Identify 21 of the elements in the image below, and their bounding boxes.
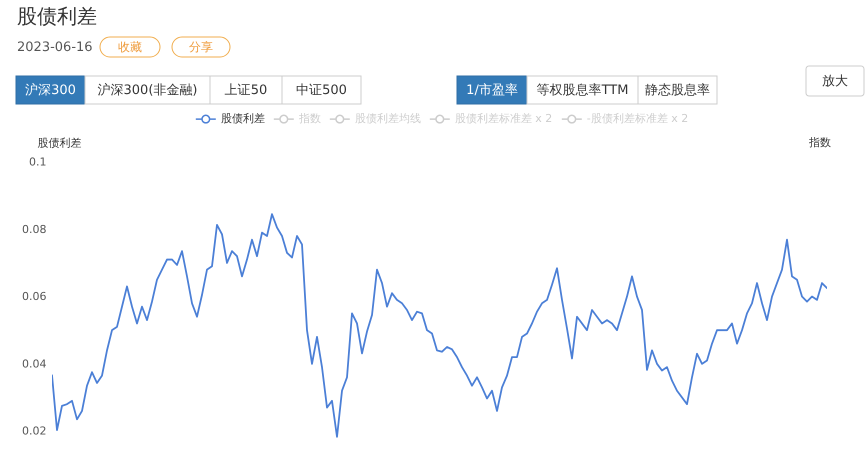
text: 收藏	[118, 40, 142, 54]
y-tick-label: 0.02	[22, 424, 46, 438]
y-tick-label: 0.06	[22, 290, 46, 304]
chart-title: 股债利差	[17, 4, 97, 28]
y-tick-label: 0.04	[22, 357, 46, 370]
line-series	[52, 213, 827, 438]
text: 1/市盈率	[466, 82, 518, 98]
text: 放大	[822, 74, 848, 89]
text: 沪深300	[25, 82, 76, 98]
y2-axis-title: 指数	[808, 136, 831, 149]
text: 上证50	[224, 83, 268, 98]
text: 分享	[189, 40, 213, 54]
text: 静态股息率	[645, 82, 710, 98]
text: 中证500	[296, 83, 347, 98]
y-tick-label: 0.1	[29, 156, 46, 168]
chart-subtitle: 2023-06-16	[17, 40, 93, 55]
legend-label: 股债利差	[220, 112, 265, 126]
text: 沪深300(非金融)	[98, 82, 198, 98]
y-axis-title: 股债利差	[38, 136, 82, 150]
y-tick-label: 0.08	[22, 222, 46, 236]
text: 等权股息率TTM	[536, 82, 628, 98]
